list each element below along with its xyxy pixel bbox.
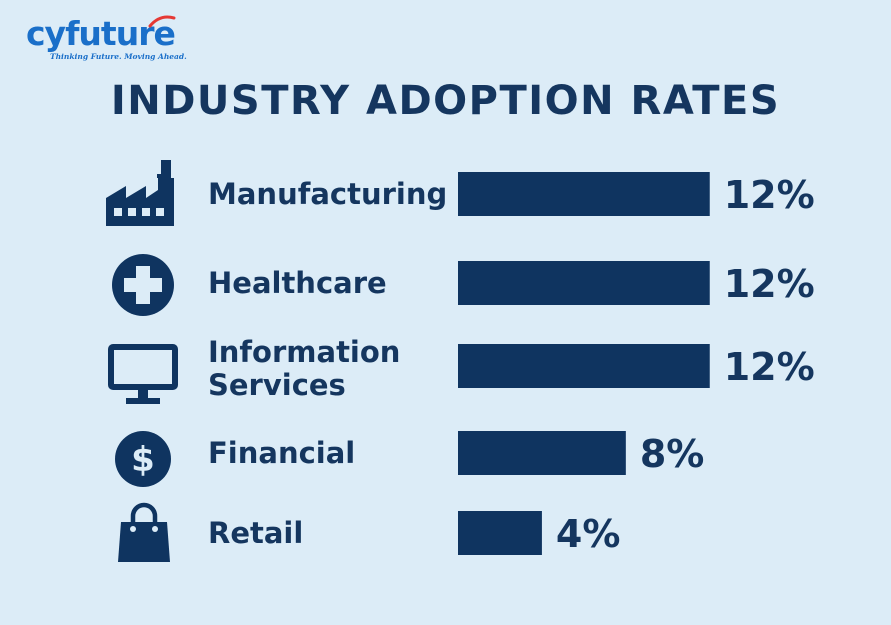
value-label: 12% <box>724 345 815 389</box>
value-label: 12% <box>724 173 815 217</box>
medical-cross-icon <box>112 254 174 316</box>
category-label: Financial <box>208 435 356 470</box>
category-label-line: Services <box>208 368 346 402</box>
category-label: Manufacturing <box>208 176 448 211</box>
bar-manufacturing <box>458 172 710 216</box>
category-label: Healthcare <box>208 265 387 300</box>
category-label-line: Retail <box>208 515 304 550</box>
brand-name: cyfuture <box>26 14 176 53</box>
bar-retail <box>458 511 542 555</box>
svg-text:$: $ <box>131 440 155 480</box>
bar-healthcare <box>458 261 710 305</box>
factory-icon <box>106 160 174 226</box>
bar-financial <box>458 431 626 475</box>
category-label-line: Financial <box>208 435 356 470</box>
value-label: 12% <box>724 262 815 306</box>
category-label-line: Information <box>208 335 401 369</box>
bar-information-services <box>458 344 710 388</box>
category-label-line: Healthcare <box>208 265 387 300</box>
dollar-icon: $ <box>115 431 171 487</box>
shopping-bag-icon <box>118 502 170 562</box>
brand-tagline: Thinking Future. Moving Ahead. <box>50 52 187 61</box>
value-label: 8% <box>640 432 705 476</box>
chart-title: INDUSTRY ADOPTION RATES <box>110 78 781 124</box>
value-label: 4% <box>556 512 621 556</box>
logo-swoosh-icon <box>148 15 176 28</box>
monitor-icon <box>108 344 178 404</box>
category-label-line: Manufacturing <box>208 176 448 211</box>
category-label: Retail <box>208 515 304 550</box>
category-label: Information Services <box>208 336 400 402</box>
brand-logo: cyfuture Thinking Future. Moving Ahead. <box>26 14 187 64</box>
